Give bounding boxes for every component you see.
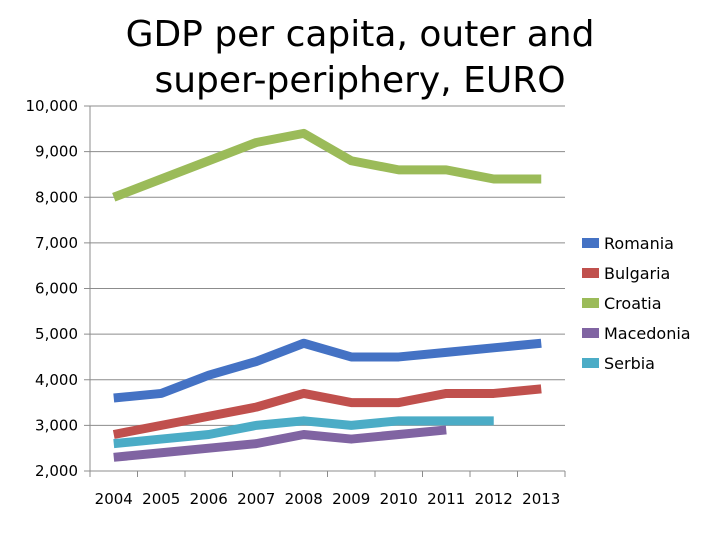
x-tick-label: 2006 bbox=[190, 490, 228, 508]
legend-swatch-romania bbox=[582, 238, 599, 248]
x-tick-label: 2007 bbox=[237, 490, 275, 508]
series-line-romania bbox=[113, 338, 542, 403]
legend-swatch-serbia bbox=[582, 358, 599, 368]
chart-title: GDP per capita, outer and super-peripher… bbox=[125, 14, 595, 101]
legend-label-bulgaria: Bulgaria bbox=[604, 264, 670, 283]
y-tick-label: 3,000 bbox=[35, 416, 78, 434]
x-tick-label: 2004 bbox=[95, 490, 133, 508]
y-tick-label: 5,000 bbox=[35, 325, 78, 343]
legend-label-serbia: Serbia bbox=[604, 354, 655, 373]
y-tick-label: 4,000 bbox=[35, 371, 78, 389]
y-tick-label: 6,000 bbox=[35, 280, 78, 298]
x-tick-label: 2012 bbox=[475, 490, 513, 508]
series-line-bulgaria bbox=[112, 384, 542, 439]
y-tick-label: 2,000 bbox=[35, 462, 78, 480]
x-tick-label: 2009 bbox=[332, 490, 370, 508]
legend-label-croatia: Croatia bbox=[604, 294, 662, 313]
series-line-serbia bbox=[113, 416, 494, 449]
series-line-croatia bbox=[112, 128, 542, 202]
x-tick-label: 2011 bbox=[427, 490, 465, 508]
legend-swatch-bulgaria bbox=[582, 268, 599, 278]
legend-label-romania: Romania bbox=[604, 234, 674, 253]
x-tick-label: 2010 bbox=[380, 490, 418, 508]
legend-swatch-macedonia bbox=[582, 328, 599, 338]
y-tick-label: 7,000 bbox=[35, 234, 78, 252]
legend-label-macedonia: Macedonia bbox=[604, 324, 691, 343]
legend-swatch-croatia bbox=[582, 298, 599, 308]
y-tick-label: 10,000 bbox=[26, 97, 79, 115]
x-tick-label: 2008 bbox=[285, 490, 323, 508]
y-tick-label: 9,000 bbox=[35, 143, 78, 161]
y-tick-label: 8,000 bbox=[35, 188, 78, 206]
x-tick-label: 2005 bbox=[142, 490, 180, 508]
series-line-macedonia bbox=[113, 425, 447, 462]
x-tick-label: 2013 bbox=[522, 490, 560, 508]
